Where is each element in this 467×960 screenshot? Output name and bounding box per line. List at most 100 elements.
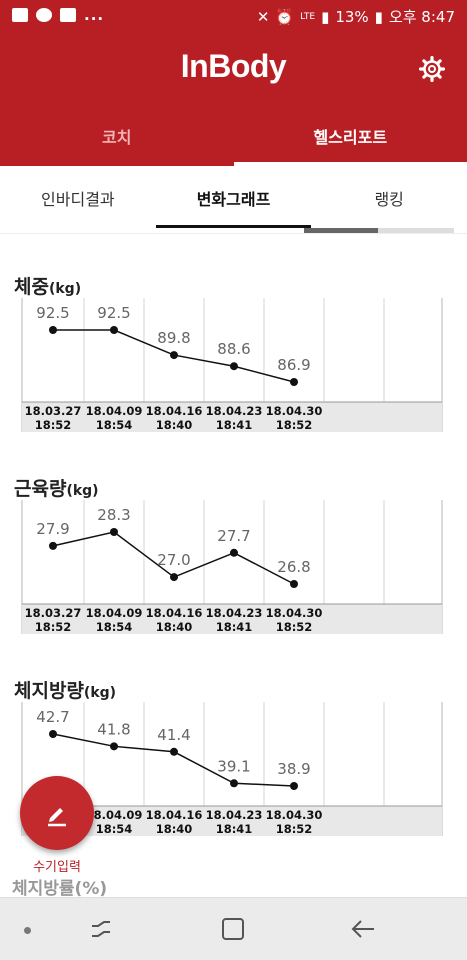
x-tick-time: 18:40 xyxy=(156,822,193,836)
x-tick-date: 18.04.09 xyxy=(86,606,143,620)
data-point xyxy=(49,326,57,334)
x-tick-date: 18.03.27 xyxy=(25,606,82,620)
data-label: 41.4 xyxy=(157,726,190,744)
x-tick-time: 18:52 xyxy=(276,822,313,836)
data-point xyxy=(170,351,178,360)
section-title-text: 체중 xyxy=(14,276,49,298)
data-label: 28.3 xyxy=(97,506,130,524)
x-tick-time: 18:52 xyxy=(276,418,313,432)
data-point xyxy=(230,362,238,371)
status-bar: ... ✕ ⏰ LTE ▮ 13% ▮ 오후 8:47 xyxy=(0,0,467,32)
muscle-section-title: 근육량(kg) xyxy=(14,474,99,501)
data-label: 27.7 xyxy=(217,527,250,545)
signal-icon: ▮ xyxy=(321,7,330,26)
section-title-text: 체지방량 xyxy=(14,680,84,702)
more-notifications: ... xyxy=(84,6,105,24)
x-tick-time: 18:52 xyxy=(35,620,72,634)
data-label: 41.8 xyxy=(97,720,130,738)
back-icon[interactable] xyxy=(350,916,376,942)
data-point xyxy=(290,782,298,790)
data-label: 42.7 xyxy=(36,708,69,726)
sub-tabs: 인바디결과 변화그래프 랭킹 xyxy=(0,166,467,228)
pencil-icon xyxy=(48,808,66,827)
data-point xyxy=(49,730,57,738)
x-tick-date: 18.04.30 xyxy=(266,808,323,822)
x-tick-date: 18.04.16 xyxy=(146,404,203,418)
tab-coach[interactable]: 코치 xyxy=(102,128,132,147)
x-tick-date: 18.04.23 xyxy=(206,404,263,418)
date-strip xyxy=(22,402,442,432)
nav-dot[interactable] xyxy=(24,927,31,934)
data-point xyxy=(170,747,178,756)
x-tick-time: 18:54 xyxy=(96,418,133,432)
manual-input-button[interactable] xyxy=(20,776,94,850)
x-tick-date: 18.04.16 xyxy=(146,606,203,620)
data-label: 39.1 xyxy=(217,757,250,775)
image-icon xyxy=(12,8,28,22)
section-unit: (kg) xyxy=(66,483,99,499)
data-label: 26.8 xyxy=(277,558,310,576)
mute-icon: ✕ xyxy=(256,7,270,26)
x-tick-time: 18:41 xyxy=(216,418,253,432)
message-icon xyxy=(60,8,76,22)
x-tick-time: 18:40 xyxy=(156,620,193,634)
tab-change-graph[interactable]: 변화그래프 xyxy=(155,166,312,228)
x-tick-time: 18:54 xyxy=(96,822,133,836)
x-tick-time: 18:41 xyxy=(216,620,253,634)
clock: 오후 8:47 xyxy=(388,8,455,26)
data-point xyxy=(110,742,118,751)
data-label: 88.6 xyxy=(217,340,250,358)
weight-chart: 92.518.03.2718:5292.518.04.0918:5489.818… xyxy=(21,298,443,432)
data-label: 86.9 xyxy=(277,356,310,374)
app-logo: InBody xyxy=(180,48,287,84)
x-tick-date: 18.04.23 xyxy=(206,808,263,822)
x-tick-date: 18.04.30 xyxy=(266,404,323,418)
home-icon[interactable] xyxy=(220,916,246,942)
data-point xyxy=(230,548,238,557)
x-tick-time: 18:54 xyxy=(96,620,133,634)
data-point xyxy=(290,378,298,386)
x-tick-date: 18.04.09 xyxy=(86,404,143,418)
data-point xyxy=(110,528,118,536)
x-tick-date: 18.04.09 xyxy=(86,808,143,822)
x-tick-time: 18:41 xyxy=(216,822,253,836)
x-tick-date: 18.04.16 xyxy=(146,808,203,822)
tab-inbody-result[interactable]: 인바디결과 xyxy=(41,190,115,209)
weight-section-title: 체중(kg) xyxy=(14,272,81,299)
data-point xyxy=(49,541,57,550)
section-unit: (kg) xyxy=(83,685,117,701)
tab-ranking[interactable]: 랭킹 xyxy=(374,190,404,209)
bodyfat-section-title: 체지방량(kg) xyxy=(14,676,116,703)
battery-icon: ▮ xyxy=(374,7,383,26)
alarm-icon: ⏰ xyxy=(275,7,295,26)
x-tick-time: 18:40 xyxy=(156,418,193,432)
app-header: InBody 코치 헬스리포트 xyxy=(0,32,467,166)
x-tick-time: 18:52 xyxy=(276,620,313,634)
battery-percent: 13% xyxy=(335,7,369,26)
muscle-chart: 27.918.03.2718:5228.318.04.0918:5427.018… xyxy=(21,500,443,634)
network-type: LTE xyxy=(300,11,316,22)
data-label: 27.0 xyxy=(157,551,190,569)
talk-icon xyxy=(36,8,52,22)
x-tick-time: 18:52 xyxy=(35,418,72,432)
data-label: 89.8 xyxy=(157,329,190,347)
system-nav-bar xyxy=(0,897,467,960)
x-tick-date: 18.04.23 xyxy=(206,606,263,620)
data-point xyxy=(110,326,118,334)
section-title-text: 근육량 xyxy=(14,478,67,500)
x-tick-date: 18.03.27 xyxy=(25,404,82,418)
data-label: 92.5 xyxy=(36,304,69,322)
data-label: 92.5 xyxy=(97,304,130,322)
data-point xyxy=(290,580,298,588)
data-label: 38.9 xyxy=(277,760,310,778)
gear-icon[interactable] xyxy=(419,56,445,82)
data-label: 27.9 xyxy=(36,520,69,538)
divider xyxy=(0,233,467,234)
data-point xyxy=(170,573,178,582)
x-tick-date: 18.04.30 xyxy=(266,606,323,620)
tab-health-report[interactable]: 헬스리포트 xyxy=(233,108,467,166)
date-strip xyxy=(22,604,442,634)
main-tabs: 코치 헬스리포트 xyxy=(0,108,467,166)
recent-apps-icon[interactable] xyxy=(88,916,114,942)
manual-input-label: 수기입력 xyxy=(33,860,81,875)
